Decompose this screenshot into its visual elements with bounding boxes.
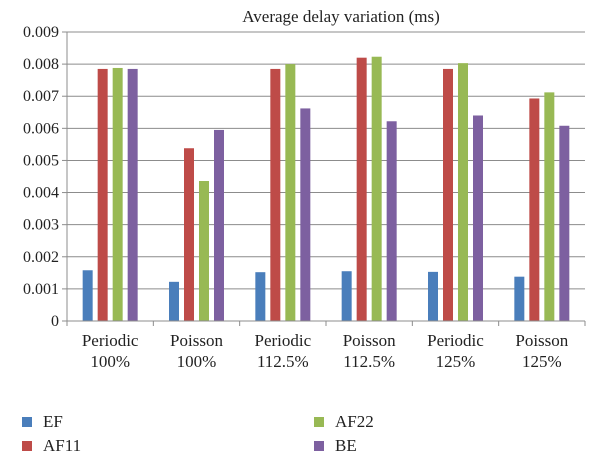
x-category-label: 112.5% xyxy=(343,352,395,371)
grid-lines xyxy=(67,31,585,290)
bar-af11-1 xyxy=(184,148,194,321)
bar-be-4 xyxy=(473,115,483,321)
bar-af22-0 xyxy=(112,67,123,321)
x-category-label: Poisson xyxy=(343,331,396,350)
x-category-label: Periodic xyxy=(255,331,312,350)
x-axis-labels: Periodic 100% Poisson 100% Periodic 112.5% Poi… xyxy=(82,331,569,371)
bar-af22-1 xyxy=(199,180,209,321)
y-tick-label: 0.003 xyxy=(23,217,59,234)
bar-af11-5 xyxy=(529,98,540,321)
y-tick-label: 0 xyxy=(51,313,59,330)
x-category-label: Poisson xyxy=(170,331,223,350)
legend-swatch-af22 xyxy=(314,417,324,427)
bar-be-0 xyxy=(127,68,138,321)
y-tick-label: 0.006 xyxy=(23,120,59,137)
bar-af22-5 xyxy=(544,92,555,321)
y-tick-label: 0.002 xyxy=(23,249,59,266)
y-tick-label: 0.004 xyxy=(23,185,59,202)
x-category-label: 100% xyxy=(90,352,130,371)
y-tick-label: 0.001 xyxy=(23,281,59,298)
bar-af11-0 xyxy=(97,68,108,321)
x-category-label: 112.5% xyxy=(257,352,309,371)
y-tick-label: 0.005 xyxy=(23,152,59,169)
bar-ef-1 xyxy=(169,281,179,321)
bar-af22-3 xyxy=(371,56,382,321)
legend-label-ef: EF xyxy=(43,412,63,431)
legend-swatch-ef xyxy=(22,417,32,427)
bar-af22-4 xyxy=(458,63,468,322)
bars xyxy=(82,56,570,322)
bar-af22-2 xyxy=(285,64,296,321)
chart-title: Average delay variation (ms) xyxy=(242,7,439,26)
legend-swatch-af11 xyxy=(22,441,32,451)
y-axis-ticks: 0 0.001 0.002 0.003 0.004 0.005 0.006 0.007 0.00… xyxy=(23,24,67,330)
x-category-label: 125% xyxy=(436,352,476,371)
legend-label-af11: AF11 xyxy=(43,436,81,455)
x-category-label: Periodic xyxy=(427,331,484,350)
bar-be-1 xyxy=(214,129,224,321)
legend: EF AF11 AF22 BE xyxy=(22,412,374,455)
x-category-label: 125% xyxy=(522,352,562,371)
bar-ef-5 xyxy=(514,276,525,321)
bar-be-5 xyxy=(559,125,570,322)
legend-label-af22: AF22 xyxy=(335,412,374,431)
bar-ef-2 xyxy=(255,272,266,321)
axes xyxy=(66,32,586,326)
x-category-label: Periodic xyxy=(82,331,139,350)
x-category-label: 100% xyxy=(177,352,217,371)
y-tick-label: 0.008 xyxy=(23,56,59,73)
bar-be-3 xyxy=(386,121,397,321)
bar-ef-0 xyxy=(82,270,93,321)
legend-swatch-be xyxy=(314,441,324,451)
y-tick-label: 0.009 xyxy=(23,24,59,41)
bar-af11-2 xyxy=(270,68,281,321)
legend-label-be: BE xyxy=(335,436,357,455)
y-tick-label: 0.007 xyxy=(23,88,59,105)
bar-af11-4 xyxy=(443,68,453,321)
bar-ef-3 xyxy=(341,271,352,321)
x-category-label: Poisson xyxy=(515,331,568,350)
bar-be-2 xyxy=(300,108,311,322)
bar-af11-3 xyxy=(356,57,367,321)
bar-ef-4 xyxy=(428,271,438,321)
